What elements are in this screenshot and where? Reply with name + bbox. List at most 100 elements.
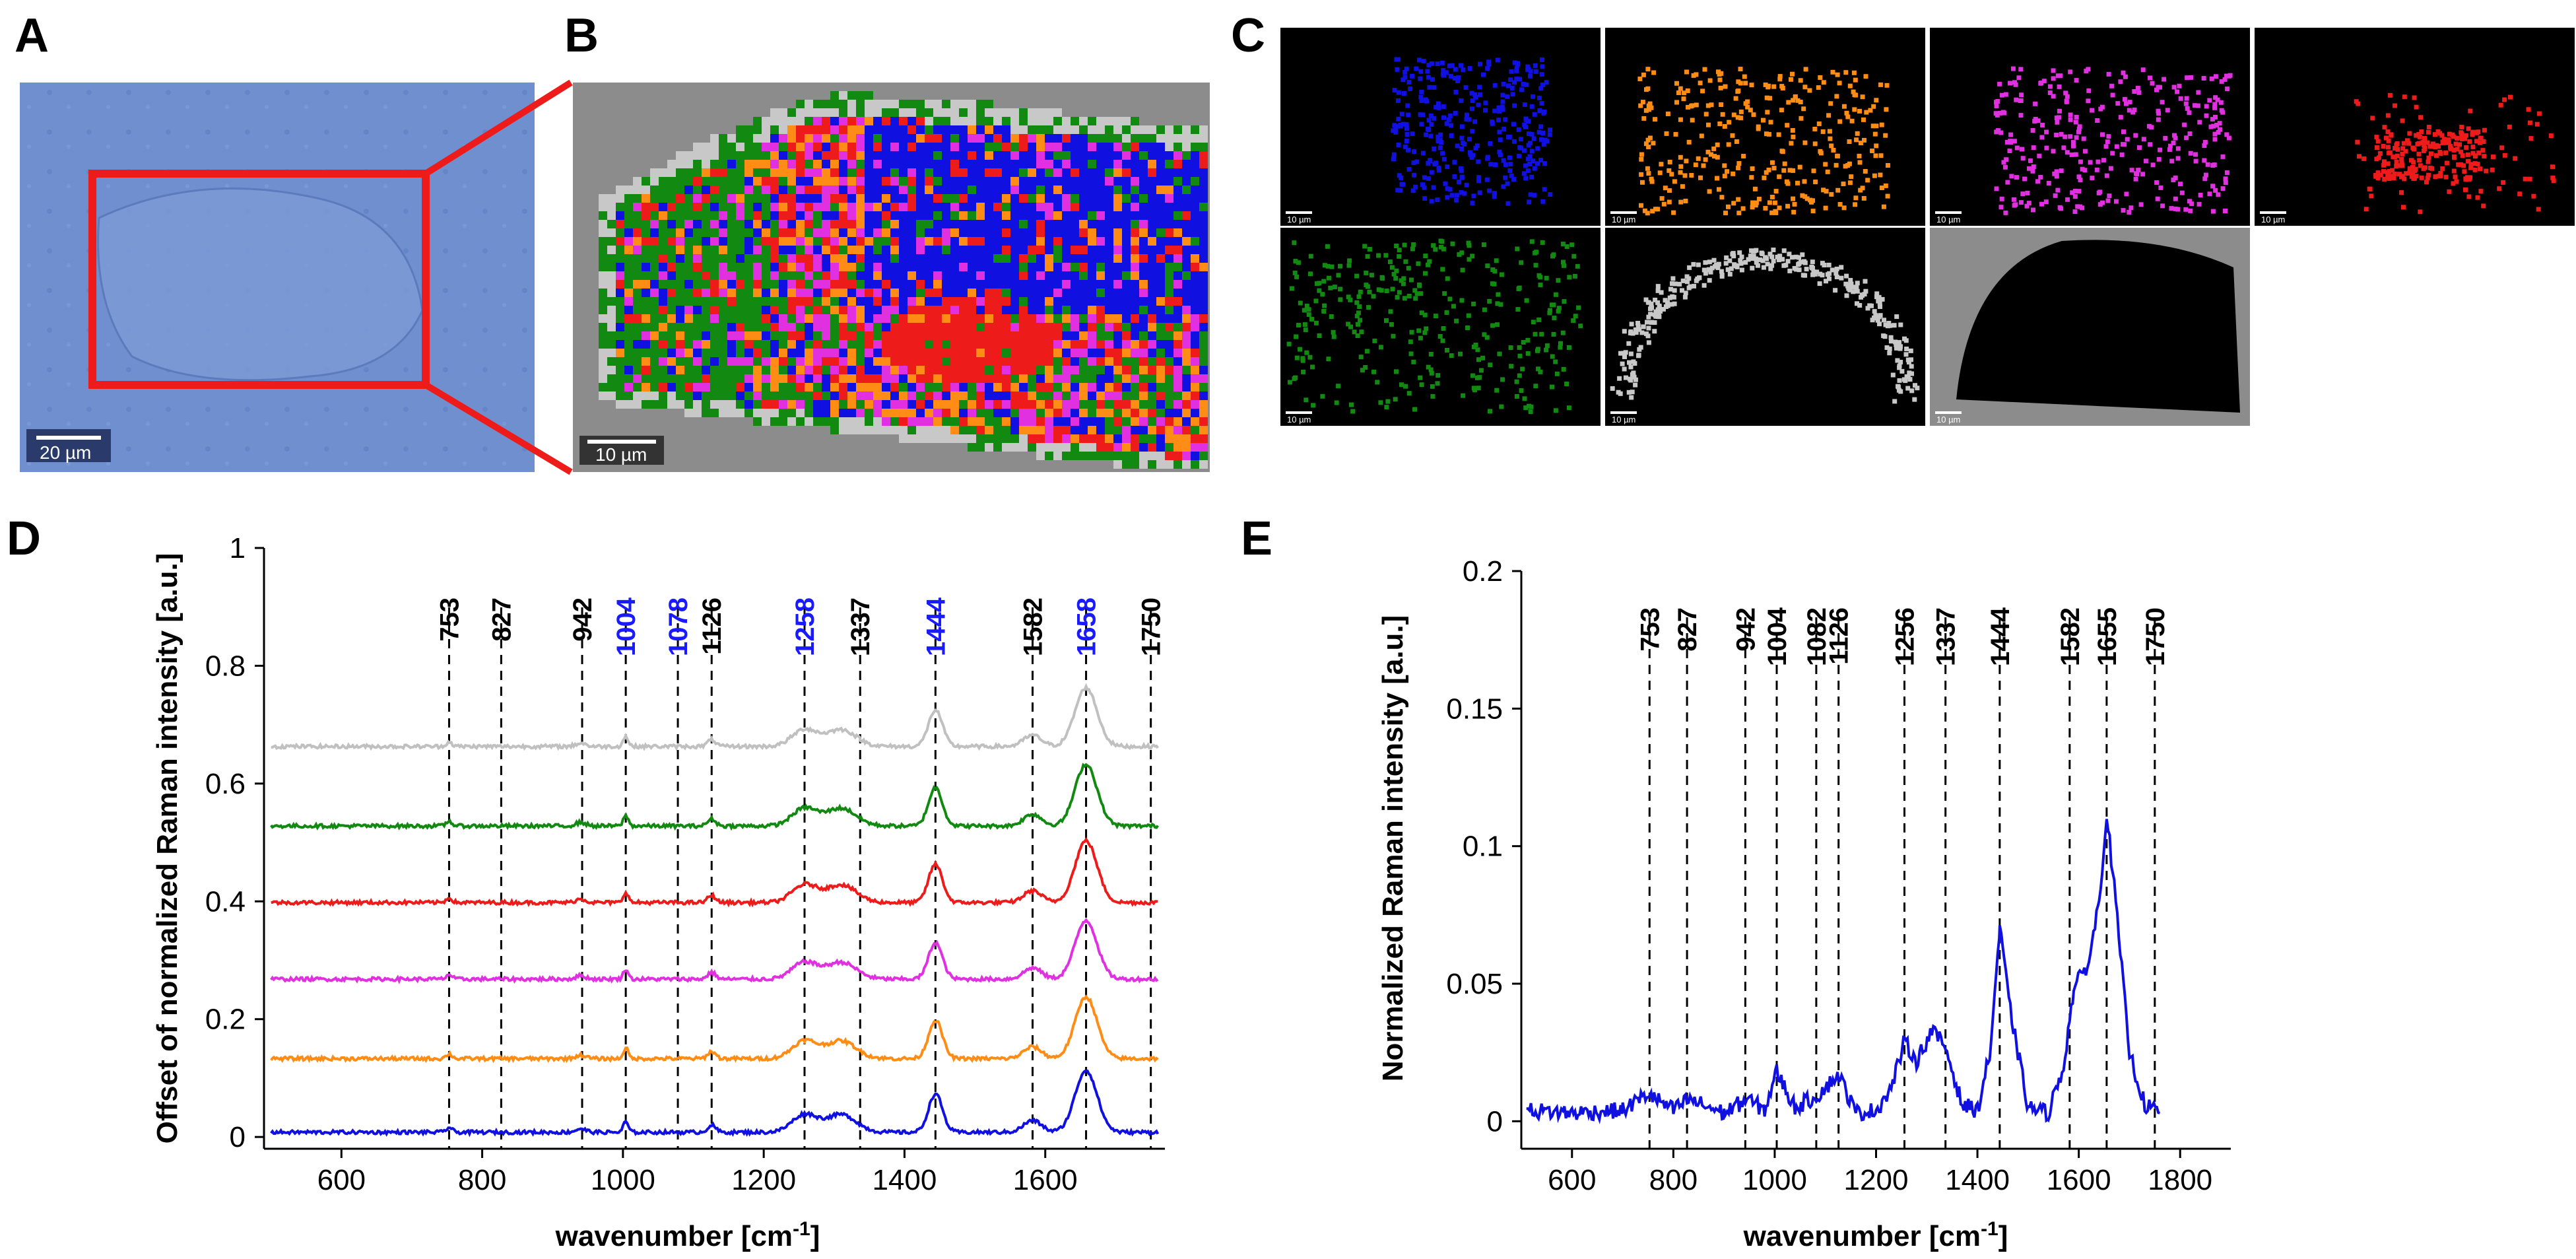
cluster-pixel: [693, 271, 702, 280]
cluster-pixel: [650, 271, 659, 280]
cluster-pixel: [1071, 151, 1079, 160]
cluster-pixel: [607, 246, 616, 254]
cluster-pixel: [1071, 186, 1079, 194]
cluster-pixel: [959, 211, 968, 220]
cluster-pixel: [1088, 280, 1096, 289]
cluster-pixel: [1156, 228, 1165, 237]
cluster-pixel: [796, 400, 805, 409]
cluster-pixel: [1010, 237, 1019, 246]
cluster-pixel: [839, 340, 847, 349]
cluster-pixel: [676, 323, 684, 331]
cluster-pixel: [1071, 246, 1079, 254]
cluster-pixel: [968, 211, 976, 220]
cluster-pixel: [770, 228, 779, 237]
cluster-pixel: [822, 228, 830, 237]
cluster-pixel: [616, 254, 624, 263]
cluster-pixel: [985, 143, 993, 151]
cluster-pixel: [968, 203, 976, 211]
cluster-pixel: [959, 434, 968, 443]
cluster-pixel: [1010, 357, 1019, 366]
cluster-pixel: [1105, 177, 1113, 186]
cluster-pixel: [1199, 366, 1208, 374]
cluster-pixel: [1002, 203, 1010, 211]
cluster-pixel: [865, 125, 873, 134]
cluster-pixel: [839, 357, 847, 366]
cluster-pixel: [1079, 349, 1088, 357]
cluster-pixel: [1122, 246, 1131, 254]
cluster-pixel: [1131, 306, 1139, 314]
cluster-pixel: [1199, 211, 1208, 220]
cluster-pixel: [1045, 280, 1053, 289]
cluster-pixel: [916, 417, 925, 426]
cluster-pixel: [616, 366, 624, 374]
cluster-pixel: [702, 177, 710, 186]
cluster-pixel: [899, 246, 908, 254]
cluster-pixel: [1173, 409, 1182, 417]
cluster-pixel: [1036, 452, 1045, 460]
cluster-pixel: [1062, 289, 1071, 297]
cluster-pixel: [676, 186, 684, 194]
spectra: [1526, 819, 2160, 1124]
cluster-pixel: [1165, 271, 1173, 280]
cluster-pixel: [830, 426, 839, 434]
cluster-pixel: [796, 134, 805, 143]
cluster-pixel: [1088, 289, 1096, 297]
cluster-pixel: [822, 117, 830, 125]
cluster-pixel: [744, 306, 753, 314]
cluster-pixel: [822, 400, 830, 409]
cluster-pixel: [667, 383, 676, 391]
cluster-pixel: [822, 323, 830, 331]
cluster-pixel: [813, 160, 822, 168]
cluster-pixel: [873, 349, 882, 357]
cluster-pixel: [1156, 194, 1165, 203]
cluster-pixel: [684, 383, 693, 391]
cluster-pixel: [1165, 143, 1173, 151]
cluster-pixel: [916, 366, 925, 374]
cluster-pixel: [1053, 186, 1062, 194]
cluster-pixel: [1028, 143, 1036, 151]
cluster-pixel: [1096, 434, 1105, 443]
cluster-pixel: [1062, 306, 1071, 314]
cluster-pixel: [702, 228, 710, 237]
cluster-pixel: [1019, 426, 1028, 434]
cluster-pixel: [1131, 426, 1139, 434]
cluster-pixel: [1036, 434, 1045, 443]
cluster-pixel: [1105, 383, 1113, 391]
cluster-pixel: [1113, 331, 1122, 340]
cluster-pixel: [1173, 314, 1182, 323]
cluster-pixel: [916, 374, 925, 383]
cluster-pixel: [1173, 220, 1182, 228]
cluster-pixel: [1182, 203, 1191, 211]
cluster-pixel: [925, 203, 933, 211]
cluster-pixel: [925, 254, 933, 263]
cluster-pixel: [1139, 391, 1148, 400]
cluster-pixel: [950, 374, 959, 383]
cluster-pixel: [1088, 134, 1096, 143]
scalebar-b-label: 10 µm: [595, 444, 647, 465]
cluster-pixel: [805, 314, 813, 323]
cluster-pixel: [1028, 186, 1036, 194]
cluster-pixel: [1036, 143, 1045, 151]
cluster-pixel: [1019, 323, 1028, 331]
cluster-pixel: [667, 177, 676, 186]
cluster-pixel: [933, 254, 942, 263]
cluster-pixel: [890, 271, 899, 280]
cluster-pixel: [882, 383, 890, 391]
cluster-pixel: [1096, 357, 1105, 366]
cluster-pixel: [624, 374, 633, 383]
cluster-pixel: [787, 340, 796, 349]
cluster-pixel: [727, 237, 736, 246]
cluster-pixel: [770, 400, 779, 409]
cluster-pixel: [1019, 246, 1028, 254]
cluster-pixel: [890, 254, 899, 263]
cluster-pixel: [1079, 426, 1088, 434]
cluster-pixel: [925, 108, 933, 117]
cluster-pixel: [1079, 254, 1088, 263]
cluster-pixel: [890, 409, 899, 417]
cluster-pixel: [753, 314, 762, 323]
cluster-pixel: [744, 228, 753, 237]
cluster-pixel: [882, 211, 890, 220]
cluster-pixel: [839, 306, 847, 314]
cluster-pixel: [753, 349, 762, 357]
